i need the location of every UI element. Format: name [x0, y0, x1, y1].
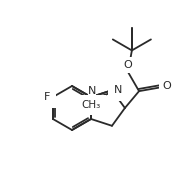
Text: CH₃: CH₃ [81, 100, 101, 110]
Text: O: O [124, 60, 132, 70]
Text: N: N [88, 86, 96, 96]
Text: N: N [114, 85, 122, 95]
Text: F: F [44, 92, 50, 102]
Text: O: O [163, 81, 172, 91]
